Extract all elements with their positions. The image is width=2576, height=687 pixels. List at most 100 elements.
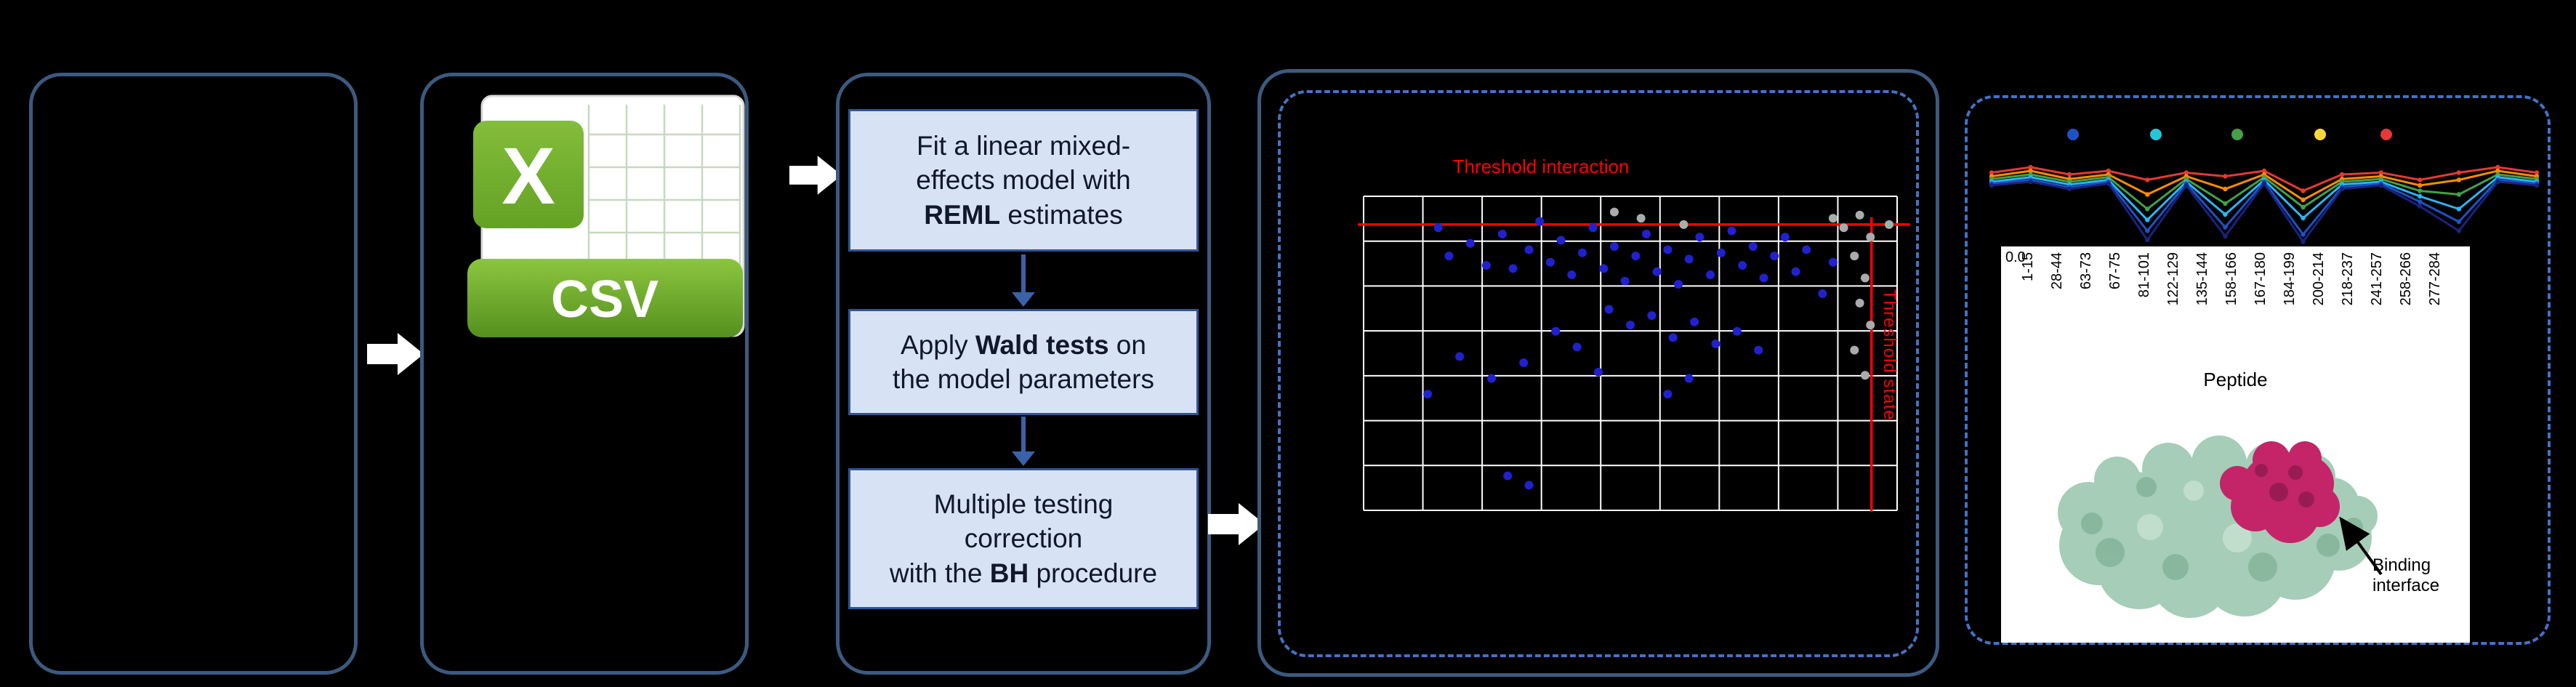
right-arrow-icon: [1208, 503, 1265, 545]
peptide-tick-label: 277-284: [2427, 252, 2443, 306]
data-point: [1636, 214, 1646, 223]
step-fit-model: Fit a linear mixed-effects model with REM…: [848, 109, 1199, 252]
y-axis-tick-label: 0.0: [2005, 249, 2026, 265]
data-point: [1855, 298, 1864, 308]
peptide-tick-label: 122-129: [2165, 252, 2181, 306]
uptake-marker: [2339, 172, 2345, 177]
data-point: [1668, 333, 1678, 342]
data-point: [1855, 210, 1864, 220]
data-point: [1663, 245, 1673, 254]
data-point: [1567, 270, 1577, 279]
uptake-marker: [2223, 174, 2228, 179]
uptake-marker: [2223, 201, 2228, 206]
data-point: [1620, 276, 1630, 286]
data-point: [1599, 264, 1609, 273]
uptake-marker: [2066, 186, 2072, 192]
data-point: [1828, 214, 1838, 223]
uptake-marker: [2028, 168, 2033, 174]
data-point: [1759, 273, 1768, 283]
uptake-marker: [2145, 217, 2150, 222]
uptake-series-line: [1991, 180, 2537, 244]
data-point: [1690, 317, 1699, 326]
data-point: [1802, 245, 1811, 254]
uptake-marker: [2456, 206, 2462, 212]
uptake-marker: [2028, 164, 2033, 170]
uptake-marker: [2418, 177, 2423, 182]
legend-dot: [2150, 129, 2162, 140]
data-point: [1508, 264, 1518, 273]
uptake-marker: [2301, 215, 2306, 221]
data-point: [1791, 267, 1800, 276]
data-point: [1481, 261, 1491, 270]
data-point: [1884, 220, 1893, 229]
data-point: [1850, 252, 1859, 261]
peptide-tick-label: 63-73: [2078, 252, 2094, 290]
data-point: [1695, 233, 1704, 242]
uptake-marker: [1989, 182, 1995, 188]
uptake-marker: [2183, 170, 2189, 175]
uptake-marker: [2495, 179, 2500, 185]
data-point: [1444, 252, 1454, 261]
data-point: [1487, 374, 1497, 383]
uptake-marker: [2378, 182, 2383, 188]
peptide-tick-label: 81-101: [2136, 252, 2152, 298]
peptide-tick-label: 218-237: [2340, 252, 2356, 306]
step-wald-tests: Apply Wald tests on the model parameters: [848, 309, 1199, 415]
data-point: [1455, 352, 1465, 361]
uptake-marker: [2301, 188, 2306, 193]
uptake-marker: [2223, 233, 2228, 239]
peptide-tick-label: 158-166: [2223, 252, 2239, 306]
uptake-marker: [2534, 170, 2540, 175]
csv-x-letter: X: [502, 132, 555, 221]
legend-dot: [2231, 129, 2243, 140]
peptide-tick-label: 135-144: [2194, 252, 2210, 306]
uptake-marker: [2261, 168, 2267, 174]
uptake-marker: [2223, 212, 2228, 217]
csv-x-block: [473, 121, 584, 228]
data-point: [1588, 223, 1598, 233]
data-point: [1465, 238, 1475, 248]
uptake-marker: [2495, 168, 2500, 174]
uptake-marker: [2301, 197, 2306, 203]
data-point: [1556, 236, 1566, 245]
data-point: [1716, 248, 1726, 257]
csv-label: CSV: [551, 270, 659, 329]
uptake-marker: [2145, 206, 2150, 212]
data-point: [1497, 229, 1507, 238]
data-point: [1545, 257, 1555, 267]
uptake-marker: [2495, 164, 2500, 170]
data-point: [1754, 345, 1763, 355]
data-point: [1738, 261, 1747, 270]
protein-surface-highlight: [2137, 481, 2252, 553]
volcano-plot: [1358, 196, 1910, 512]
threshold-interaction-label: Threshold interaction: [1452, 156, 1630, 177]
uptake-marker: [2418, 193, 2423, 199]
legend-dot: [2380, 129, 2392, 140]
step-text: Fit a linear mixed-effects model with REM…: [916, 130, 1131, 230]
uptake-marker: [2339, 186, 2345, 192]
uptake-plot: [1989, 129, 2540, 244]
uptake-marker: [2418, 204, 2423, 209]
data-point: [1839, 223, 1848, 233]
uptake-marker: [1989, 170, 1995, 175]
uptake-marker: [2028, 179, 2033, 185]
binding-interface-shading: [2255, 464, 2314, 507]
csv-file-icon: X CSV: [467, 95, 745, 337]
data-point: [1727, 226, 1736, 236]
uptake-marker: [2106, 181, 2111, 186]
legend-dot: [2314, 129, 2326, 140]
data-point: [1503, 471, 1513, 481]
data-point: [1711, 340, 1720, 349]
data-point: [1593, 367, 1603, 377]
data-point: [1706, 270, 1715, 279]
data-point: [1423, 390, 1433, 399]
peptide-tick-label: 184-199: [2282, 252, 2298, 306]
uptake-marker: [2261, 181, 2267, 186]
protein-structure: [2058, 435, 2383, 618]
peptide-tick-label: 241-257: [2369, 252, 2385, 306]
uptake-marker: [2418, 188, 2423, 193]
data-point: [1866, 321, 1875, 330]
uptake-marker: [2534, 182, 2540, 188]
peptide-tick-label: 167-180: [2253, 252, 2269, 306]
